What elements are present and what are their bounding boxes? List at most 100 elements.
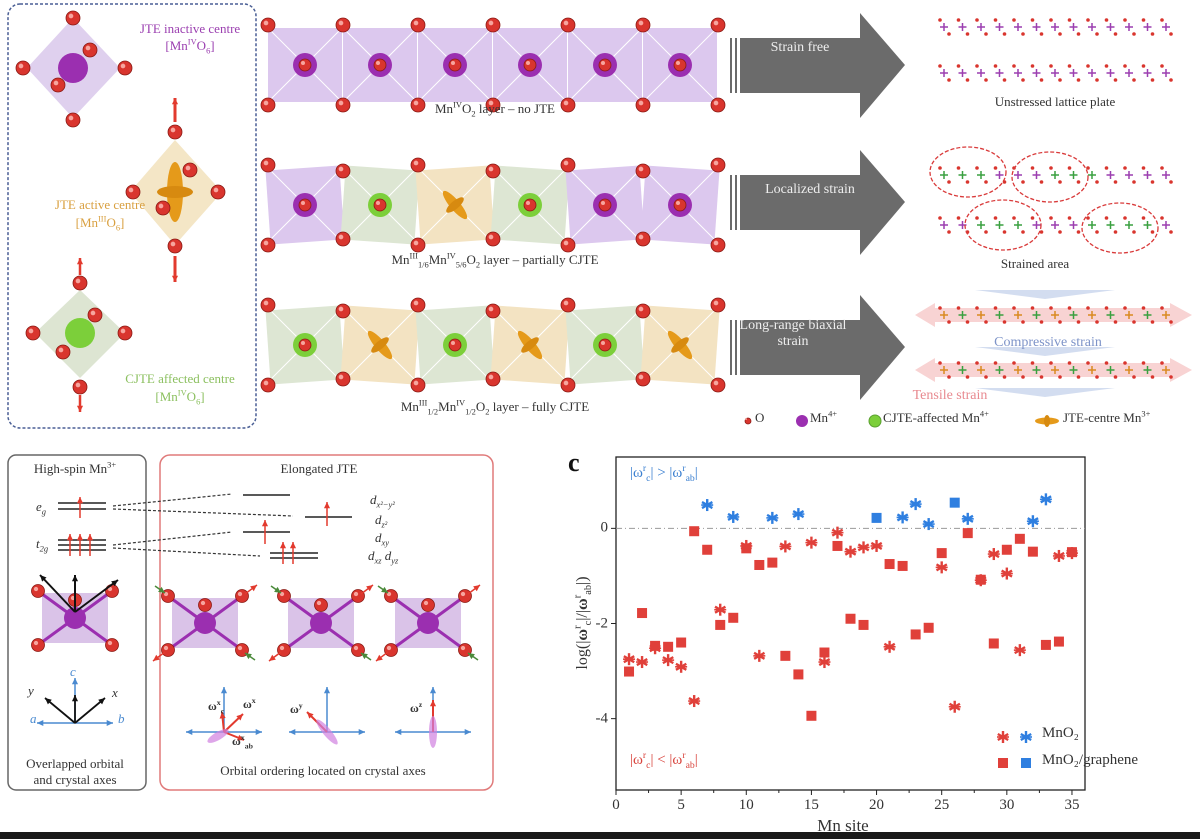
- o-dot: [1086, 166, 1090, 170]
- o-dot: [1095, 78, 1099, 82]
- oxygen-atom: [335, 231, 351, 247]
- highlight: [107, 640, 113, 646]
- mno2-graphene-point: [624, 666, 635, 677]
- x-tick-label: 0: [612, 797, 620, 813]
- oxygen-atom: [167, 124, 183, 140]
- site-cross: [1051, 311, 1059, 319]
- text-fragment: r: [572, 625, 584, 629]
- text-fragment: c: [582, 620, 594, 626]
- oxygen-atom: [373, 58, 387, 72]
- mno2-graphene-point: [975, 574, 986, 585]
- o-dot: [947, 375, 951, 379]
- mno2-graphene-point: [988, 638, 999, 649]
- text-fragment: 3+: [1141, 408, 1151, 419]
- highlight: [338, 100, 344, 106]
- oxygen-atom: [25, 325, 41, 341]
- oxygen-atom: [335, 97, 351, 113]
- highlight: [488, 100, 494, 106]
- oxygen-atom: [277, 643, 291, 657]
- arrow-head: [269, 654, 276, 661]
- text-fragment: IV: [187, 36, 197, 47]
- o-dot: [938, 216, 942, 220]
- text-fragment: ab: [244, 741, 253, 751]
- oxygen-atom: [710, 237, 726, 253]
- arrow-head: [245, 653, 252, 660]
- omega-cx: ωxc: [208, 699, 224, 715]
- highlight: [488, 166, 494, 172]
- oxygen-atom: [710, 377, 726, 393]
- text-fragment: O: [186, 389, 197, 404]
- text-fragment: ab: [685, 473, 695, 484]
- strain-arrow: [39, 574, 76, 613]
- o-dot: [1076, 320, 1081, 324]
- highlight: [28, 328, 34, 334]
- legend-marker: [998, 758, 1008, 768]
- o-dot: [1113, 375, 1118, 379]
- o-dot: [1049, 361, 1053, 365]
- highlight: [413, 20, 419, 26]
- mno2-graphene-point: [936, 548, 947, 559]
- compressive-strain-wedge: [975, 388, 1115, 397]
- mno2-point: [922, 518, 935, 531]
- text-fragment: O: [755, 410, 765, 425]
- highlight: [488, 234, 494, 240]
- mn4-cross: [1143, 23, 1152, 31]
- text-fragment: III: [98, 213, 107, 224]
- site-cross: [1069, 221, 1078, 229]
- layer-caption-2: MnIII1/6MnIV5/6O2 layer – partially CJTE: [391, 251, 598, 268]
- text-fragment: [Mn: [75, 215, 98, 230]
- o-dot: [1058, 180, 1062, 184]
- oxygen-atom: [72, 379, 88, 395]
- o-dot: [975, 361, 979, 365]
- mno2-graphene-point: [754, 559, 765, 570]
- highlight: [263, 300, 269, 306]
- high-spin-title: High-spin Mn3+: [34, 460, 116, 477]
- active-centre-formula: [MnIIIO6]: [75, 213, 125, 231]
- text-fragment: Mn: [810, 410, 829, 425]
- o-dot: [1039, 320, 1044, 324]
- site-cross: [1125, 221, 1133, 229]
- elongated-jte-box: [159, 454, 494, 791]
- mno2-point: [948, 700, 961, 713]
- correlation-line: [112, 547, 261, 557]
- oxygen-atom: [167, 238, 183, 254]
- oxygen-atom: [260, 237, 276, 253]
- highlight: [526, 61, 530, 65]
- text-fragment: t: [36, 536, 40, 551]
- arrow-head: [395, 728, 402, 736]
- text-fragment: ω: [573, 598, 591, 610]
- left-caption-1: Overlapped orbital: [26, 756, 124, 771]
- o-dot: [1160, 64, 1164, 68]
- arrow-head: [37, 719, 44, 727]
- o-dot: [975, 216, 979, 220]
- text-fragment: ω: [410, 701, 419, 715]
- o-dot: [1150, 32, 1155, 36]
- text-fragment: z: [418, 700, 423, 709]
- correlation-line: [112, 508, 294, 517]
- elongated-jte-title: Elongated JTE: [280, 461, 358, 476]
- mno2-point: [883, 640, 896, 653]
- highlight: [423, 600, 429, 606]
- arrow-stripe: [730, 175, 732, 230]
- highlight: [413, 380, 419, 386]
- text-fragment: ω: [243, 697, 252, 711]
- highlight: [563, 240, 569, 246]
- oxygen-atom: [710, 97, 726, 113]
- o-dot: [1123, 166, 1127, 170]
- arrow-stripe: [730, 320, 732, 375]
- text-fragment: xz: [374, 555, 382, 566]
- highlight: [316, 600, 322, 606]
- arrow-head: [71, 695, 79, 702]
- o-dot: [993, 64, 998, 68]
- oxygen-atom: [560, 377, 576, 393]
- o-dot: [1123, 361, 1127, 365]
- highlight: [301, 201, 305, 205]
- text-fragment: | > |ω: [650, 465, 683, 481]
- oxygen-atom: [635, 163, 651, 179]
- x-axis-label: Mn site: [817, 816, 869, 835]
- o-dot: [965, 180, 970, 184]
- oxygen-atom: [635, 97, 651, 113]
- text-fragment: |ω: [630, 465, 643, 481]
- o-dot: [956, 306, 961, 310]
